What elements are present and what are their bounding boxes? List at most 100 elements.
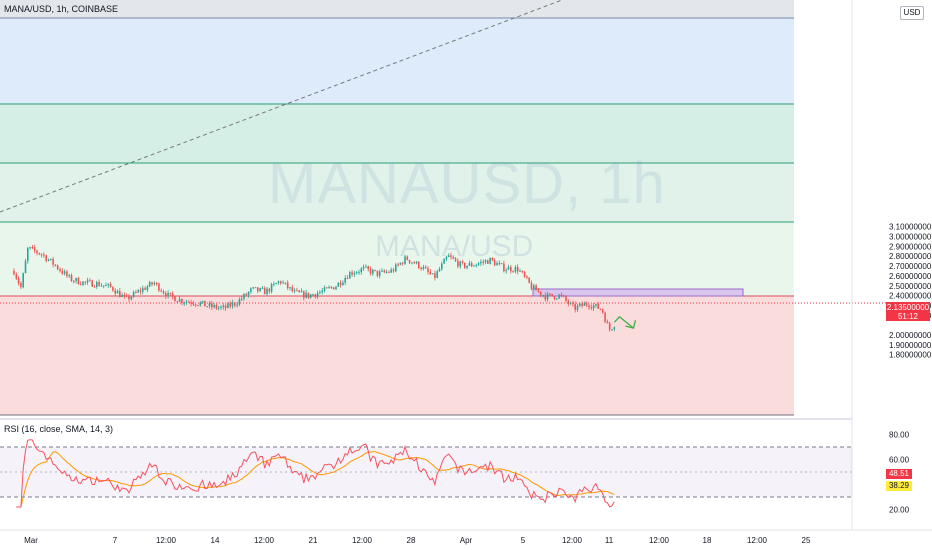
candle-body [431, 273, 434, 275]
candle-body [208, 303, 211, 307]
candle-body [378, 271, 381, 276]
candle-body [222, 305, 225, 307]
candle-body [523, 272, 526, 277]
candle-body [602, 309, 604, 313]
time-axis[interactable]: Mar 7 12:00 14 12:00 21 12:00 28 Apr 5 12:00 11 12:0… [24, 536, 811, 545]
candle-body [516, 266, 519, 272]
candle-body [441, 263, 443, 270]
candle-body [36, 250, 38, 254]
price-axis-label: 3.10000000 [889, 223, 932, 232]
candle-body [450, 255, 452, 257]
candle-body [289, 287, 291, 289]
candle-body [24, 260, 27, 274]
candle-body [22, 273, 24, 288]
candle-body [201, 300, 204, 303]
candle-body [533, 285, 535, 290]
fib-zone-red [0, 296, 794, 415]
candle-body [551, 293, 553, 297]
trend-line[interactable] [0, 0, 563, 213]
candle-body [367, 266, 369, 270]
candle-body [484, 260, 487, 263]
candle-body [454, 258, 457, 261]
watermark-ticker: MANAUSD, 1h [268, 151, 666, 216]
candle-body [491, 257, 494, 261]
candle-body [273, 283, 275, 285]
price-axis-label: 1.80000000 [889, 351, 932, 360]
candle-body [574, 304, 576, 310]
candle-body [326, 287, 328, 289]
candle-body [125, 295, 128, 297]
candle-body [436, 271, 438, 278]
candle-body [181, 298, 183, 304]
candle-body [123, 294, 126, 296]
candle-body [263, 288, 266, 295]
candle-body [266, 288, 268, 295]
candle-body [132, 292, 135, 297]
candle-body [119, 290, 121, 297]
candle-body [188, 301, 190, 303]
candle-body [303, 291, 305, 298]
candle-body [438, 269, 441, 272]
candle-body [464, 262, 466, 268]
candle-body [319, 292, 321, 294]
candle-body [13, 270, 15, 275]
candle-body [27, 248, 29, 261]
candle-body [102, 285, 105, 287]
price-axis-label: 2.90000000 [889, 242, 932, 251]
rsi-pane-separator [0, 418, 852, 420]
candle-body [137, 290, 139, 293]
time-axis-label: Apr [460, 536, 473, 545]
candle-body [323, 287, 326, 291]
candle-body [461, 261, 464, 263]
current-price-value: 2.13500000 [886, 303, 930, 312]
candle-body [569, 302, 572, 304]
rsi-axis[interactable]: 80.00 60.00 20.00 [889, 431, 910, 515]
time-axis-label: 12:00 [254, 536, 275, 545]
candle-body [445, 257, 448, 260]
candle-body [312, 294, 314, 296]
supply-zone[interactable] [532, 288, 744, 297]
candle-body [167, 292, 169, 297]
candle-body [236, 304, 238, 306]
candle-body [54, 264, 57, 266]
candle-body [38, 253, 41, 255]
candle-body [397, 264, 399, 266]
candle-body [588, 305, 590, 308]
currency-button[interactable]: USD [900, 6, 924, 20]
candle-body [381, 270, 383, 272]
candle-body [372, 269, 374, 274]
price-axis-label: 2.60000000 [889, 272, 932, 281]
time-axis-label: 7 [113, 536, 118, 545]
projection-arrow[interactable] [614, 315, 637, 329]
candle-body [130, 296, 133, 300]
candle-body [68, 275, 70, 277]
candle-body [558, 294, 560, 299]
candle-body [353, 273, 356, 275]
candle-body [360, 268, 363, 273]
rsi-axis-label: 80.00 [889, 431, 910, 440]
candle-body [77, 277, 80, 285]
candle-body [330, 287, 333, 289]
candle-body [443, 259, 445, 264]
candle-body [93, 286, 96, 288]
fib-zone-top [0, 0, 794, 18]
candle-body [98, 282, 100, 286]
candle-body [420, 267, 422, 270]
candle-body [597, 303, 599, 309]
time-axis-label: 12:00 [747, 536, 768, 545]
candle-body [153, 282, 156, 285]
candle-body [211, 303, 213, 308]
candle-body [107, 283, 110, 286]
candle-body [337, 282, 340, 287]
time-axis-label: 12:00 [562, 536, 583, 545]
candle-body [339, 282, 342, 285]
time-axis-label: 14 [211, 536, 220, 545]
candle-body [565, 296, 567, 301]
price-axis[interactable]: 3.100000003.000000002.900000002.80000000… [889, 223, 932, 360]
price-axis-label: 2.70000000 [889, 262, 932, 271]
time-axis-label: 21 [309, 536, 318, 545]
candle-body [151, 282, 153, 285]
candle-body [89, 280, 91, 282]
candle-body [590, 307, 593, 309]
